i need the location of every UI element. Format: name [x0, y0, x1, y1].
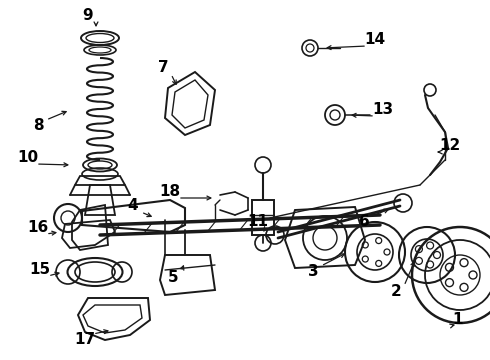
Text: 2: 2 — [391, 284, 401, 300]
Text: 15: 15 — [29, 262, 50, 278]
Text: 4: 4 — [128, 198, 138, 213]
Text: 7: 7 — [158, 60, 168, 76]
Text: 13: 13 — [372, 103, 393, 117]
Text: 17: 17 — [74, 333, 96, 347]
Text: 14: 14 — [365, 32, 386, 48]
Text: 10: 10 — [18, 150, 39, 166]
Text: 5: 5 — [168, 270, 178, 285]
Text: 1: 1 — [453, 312, 463, 328]
Text: 9: 9 — [83, 8, 93, 22]
Text: 8: 8 — [33, 118, 43, 134]
Text: 3: 3 — [308, 265, 319, 279]
Text: 12: 12 — [440, 139, 461, 153]
Text: 16: 16 — [27, 220, 49, 235]
Text: 6: 6 — [359, 215, 369, 230]
Text: 18: 18 — [159, 184, 180, 199]
Text: 11: 11 — [247, 215, 269, 230]
